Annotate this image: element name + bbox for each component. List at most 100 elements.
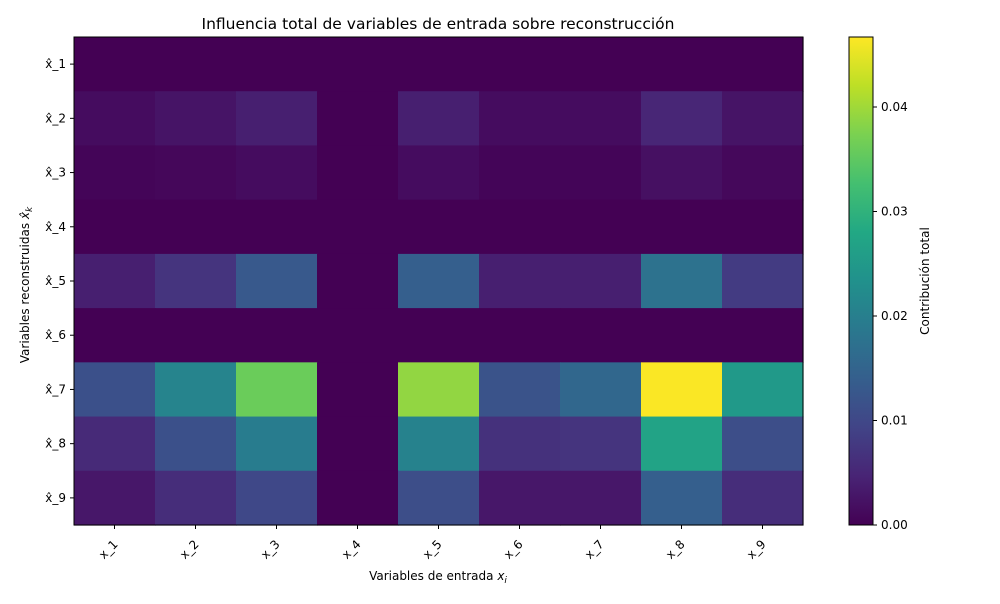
heatmap-cell [641, 145, 723, 201]
y-tick-label: x̂_6 [45, 328, 66, 342]
x-axis-title: Variables de entrada xi [369, 569, 507, 586]
heatmap-cell [155, 91, 237, 147]
heatmap-cell [722, 308, 804, 363]
heatmap-cell [155, 416, 237, 472]
x-tick-label: x_9 [744, 537, 769, 562]
heatmap-cell [560, 91, 642, 147]
heatmap-cell [722, 37, 804, 92]
heatmap-cell [317, 145, 399, 201]
colorbar-tick-label: 0.04 [881, 100, 908, 114]
heatmap-cell [641, 91, 723, 147]
heatmap-cell [155, 253, 237, 309]
heatmap-cell [641, 253, 723, 309]
y-tick-label: x̂_4 [45, 220, 66, 234]
heatmap-cell [641, 308, 723, 363]
x-tick-label: x_4 [339, 537, 364, 562]
y-tick-label: x̂_3 [45, 166, 66, 180]
heatmap-cell [398, 470, 480, 526]
x-axis-title-var: x [496, 569, 505, 583]
colorbar-frame [848, 36, 874, 526]
heatmap-cell [479, 416, 561, 472]
heatmap-cell [74, 145, 156, 201]
heatmap-cell [479, 37, 561, 92]
heatmap-cell [236, 308, 318, 363]
heatmap-cell [722, 199, 804, 255]
heatmap-cell [479, 91, 561, 147]
heatmap-cell [74, 91, 156, 147]
heatmap-cell [641, 470, 723, 526]
heatmap-cell [74, 308, 156, 363]
y-tick-label: x̂_2 [45, 111, 66, 125]
heatmap-cell [398, 416, 480, 472]
heatmap-cell [155, 145, 237, 201]
heatmap-cell [236, 91, 318, 147]
heatmap-cell [74, 470, 156, 526]
heatmap-cell [74, 37, 156, 92]
heatmap-cell [236, 470, 318, 526]
heatmap-cell [317, 416, 399, 472]
x-tick-label: x_1 [96, 537, 121, 562]
heatmap-cell [398, 253, 480, 309]
heatmap-cell [479, 470, 561, 526]
colorbar-ticks: 0.00 0.01 0.02 0.03 0.04 [873, 100, 908, 532]
heatmap-cell [398, 145, 480, 201]
heatmap-cell [479, 308, 561, 363]
y-axis-title-text: Variables reconstruidas [18, 223, 32, 363]
colorbar-label: Contribución total [918, 227, 932, 335]
heatmap-cell [641, 362, 723, 418]
heatmap-cell [155, 308, 237, 363]
colorbar-tick-label: 0.03 [881, 205, 908, 219]
x-tick-label: x_5 [420, 537, 445, 562]
heatmap-cell [722, 253, 804, 309]
heatmap-cell [236, 416, 318, 472]
heatmap-cell [398, 199, 480, 255]
heatmap-cell [398, 91, 480, 147]
heatmap-cell [74, 362, 156, 418]
heatmap-cell [560, 416, 642, 472]
chart-title: Influencia total de variables de entrada… [202, 15, 675, 33]
heatmap-cell [236, 253, 318, 309]
heatmap-cell [560, 37, 642, 92]
x-tick-label: x_2 [177, 537, 202, 562]
y-tick-label: x̂_8 [45, 437, 66, 451]
y-tick-label: x̂_7 [45, 382, 66, 396]
heatmap-cell [74, 253, 156, 309]
heatmap-cell [317, 91, 399, 147]
y-axis-ticks: x̂_1 x̂_2 x̂_3 x̂_4 x̂_5 x̂_6 x̂_7 x̂_8 x̂_9 [45, 57, 74, 505]
x-tick-label: x_7 [582, 537, 607, 562]
heatmap-cell [479, 253, 561, 309]
heatmap-cell [641, 37, 723, 92]
heatmap-cell [74, 416, 156, 472]
colorbar [849, 37, 873, 525]
heatmap-cell [317, 362, 399, 418]
y-tick-label: x̂_9 [45, 491, 66, 505]
colorbar-tick-label: 0.00 [881, 518, 908, 532]
x-axis-ticks: x_1 x_2 x_3 x_4 x_5 x_6 x_7 x_8 x_9 [96, 525, 769, 562]
x-axis-title-sub: i [504, 576, 507, 586]
y-tick-label: x̂_5 [45, 274, 66, 288]
colorbar-tick-label: 0.02 [881, 309, 908, 323]
colorbar-tick-label: 0.01 [881, 414, 908, 428]
heatmap-cell [155, 362, 237, 418]
y-axis-title: Variables reconstruidas x̂k [18, 206, 35, 363]
x-tick-label: x_8 [663, 537, 688, 562]
heatmap-cell [479, 362, 561, 418]
heatmap-cell [722, 91, 804, 147]
heatmap-cell [722, 362, 804, 418]
heatmap-cell [317, 253, 399, 309]
heatmap-cell [236, 145, 318, 201]
heatmap-cells [74, 37, 804, 526]
heatmap-cell [398, 362, 480, 418]
heatmap-cell [398, 308, 480, 363]
heatmap-cell [479, 145, 561, 201]
heatmap-cell [74, 199, 156, 255]
heatmap-cell [155, 199, 237, 255]
heatmap-cell [560, 362, 642, 418]
heatmap-cell [641, 416, 723, 472]
heatmap-cell [722, 470, 804, 526]
y-axis-title-var: x̂ [18, 211, 32, 220]
heatmap-cell [479, 199, 561, 255]
heatmap-cell [236, 199, 318, 255]
